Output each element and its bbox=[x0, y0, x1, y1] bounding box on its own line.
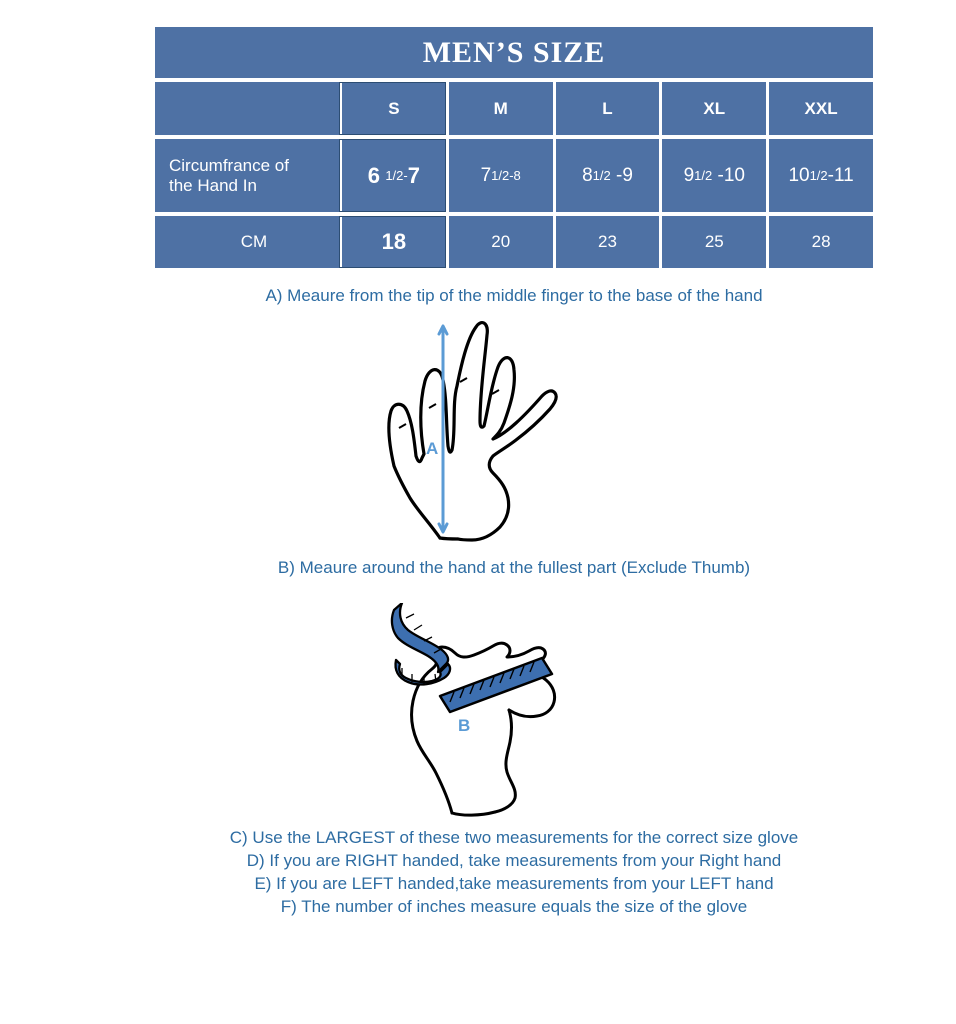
svg-text:A: A bbox=[426, 439, 438, 458]
svg-text:B: B bbox=[458, 716, 470, 735]
